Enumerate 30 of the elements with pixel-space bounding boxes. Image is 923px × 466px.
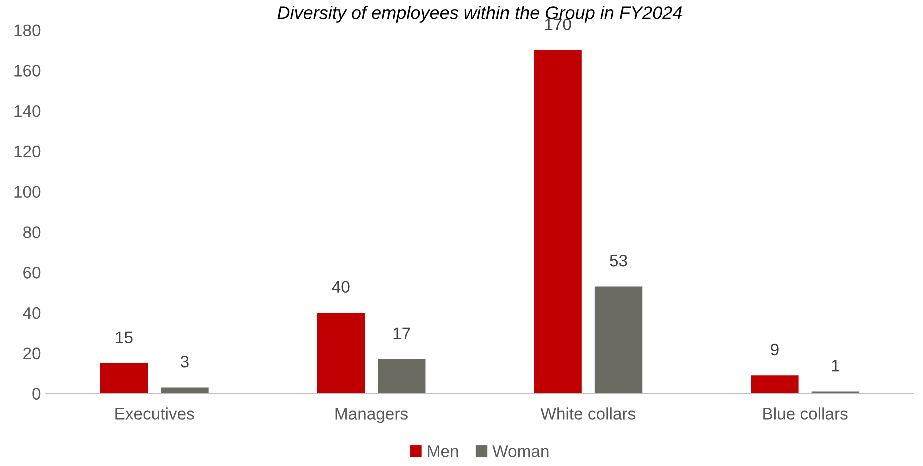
bar <box>100 363 148 394</box>
legend-label: Woman <box>492 446 549 458</box>
legend-label: Men <box>428 446 458 458</box>
data-label: 9 <box>771 344 779 356</box>
x-tick-label: Executives <box>116 408 194 420</box>
x-tick-label: Managers <box>336 408 408 424</box>
data-label: 3 <box>180 356 189 368</box>
y-tick-label: 140 <box>14 105 41 118</box>
data-label: 40 <box>332 281 350 294</box>
y-tick-label: 100 <box>14 186 41 198</box>
y-tick-label: 160 <box>14 65 41 77</box>
y-tick-label: 180 <box>14 24 41 36</box>
y-tick-label: 80 <box>23 226 41 238</box>
data-label: 53 <box>610 254 628 267</box>
data-label: 1 <box>832 360 840 372</box>
bar <box>378 359 426 394</box>
y-tick-label: 60 <box>24 267 41 279</box>
data-label: 17 <box>394 328 410 340</box>
y-tick-label: 20 <box>24 348 41 360</box>
bar <box>751 376 799 394</box>
y-tick-label: 0 <box>32 388 41 400</box>
x-tick-label: White collars <box>540 408 636 420</box>
y-tick-label: 120 <box>14 146 41 158</box>
bar <box>594 286 643 394</box>
bar <box>161 388 209 394</box>
x-tick-label: Blue collars <box>764 408 848 420</box>
y-tick-label: 40 <box>23 307 41 320</box>
data-label: 15 <box>116 332 133 344</box>
bar <box>534 50 582 394</box>
bar <box>317 312 365 394</box>
